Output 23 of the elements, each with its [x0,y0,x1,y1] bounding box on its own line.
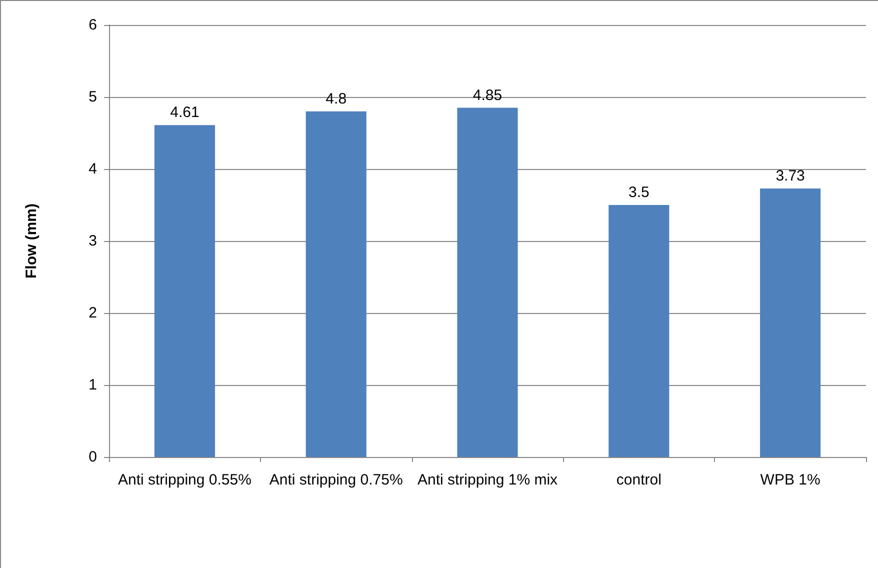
bar [306,111,366,457]
y-tick-label: 6 [88,16,97,34]
data-label: 4.61 [170,104,200,122]
y-tick-label: 5 [88,88,97,106]
bar [154,125,215,457]
x-tick-label: Anti stripping 0.75% [269,472,403,488]
x-tick-label: control [616,472,662,488]
x-tick-label: Anti stripping 0.55% [118,472,252,488]
y-tick-label: 0 [88,448,97,466]
data-label: 4.85 [472,86,502,104]
data-label: 3.73 [776,167,805,184]
x-tick-label: WPB 1% [760,472,820,488]
y-axis-title: Flow (mm) [23,204,40,278]
data-label: 4.8 [326,90,347,108]
y-tick-label: 1 [88,376,97,394]
y-tick-label: 2 [88,304,97,322]
y-tick-label: 4 [88,160,97,178]
bar [760,188,821,457]
y-tick-label: 3 [88,232,97,250]
bar [457,108,518,457]
bar [608,205,670,457]
data-label: 3.5 [628,184,650,201]
x-tick-label: Anti stripping 1% mix [417,472,558,488]
